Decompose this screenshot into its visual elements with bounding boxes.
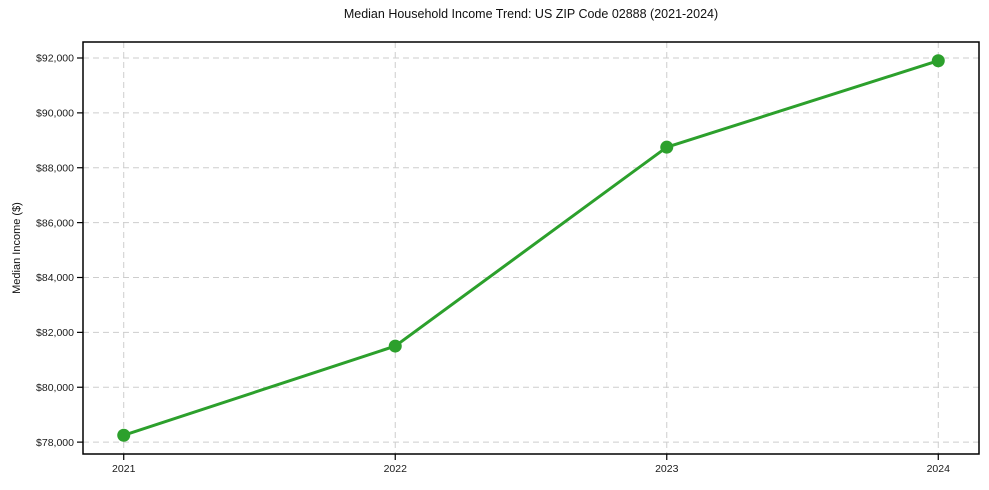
data-point-marker [117, 428, 131, 442]
y-tick-label: $82,000 [36, 327, 74, 339]
data-point-marker [388, 339, 402, 353]
chart-title: Median Household Income Trend: US ZIP Co… [343, 7, 719, 21]
y-axis-label: Median Income ($) [11, 202, 23, 294]
y-tick-label: $86,000 [36, 217, 74, 229]
y-tick-label: $92,000 [36, 53, 74, 65]
y-tick-label: $80,000 [36, 382, 74, 394]
data-point-marker [931, 54, 945, 68]
income-trend-line [122, 59, 940, 437]
y-tick-label: $90,000 [36, 108, 74, 120]
y-tick-label: $78,000 [36, 437, 74, 449]
data-point-marker [660, 140, 674, 154]
x-tick-label: 2022 [384, 463, 408, 475]
x-tick-label: 2021 [112, 463, 136, 475]
x-tick-label: 2024 [927, 463, 951, 475]
axes-border [82, 41, 980, 455]
x-tick-label: 2023 [655, 463, 679, 475]
y-tick-label: $88,000 [36, 162, 74, 174]
y-tick-label: $84,000 [36, 272, 74, 284]
